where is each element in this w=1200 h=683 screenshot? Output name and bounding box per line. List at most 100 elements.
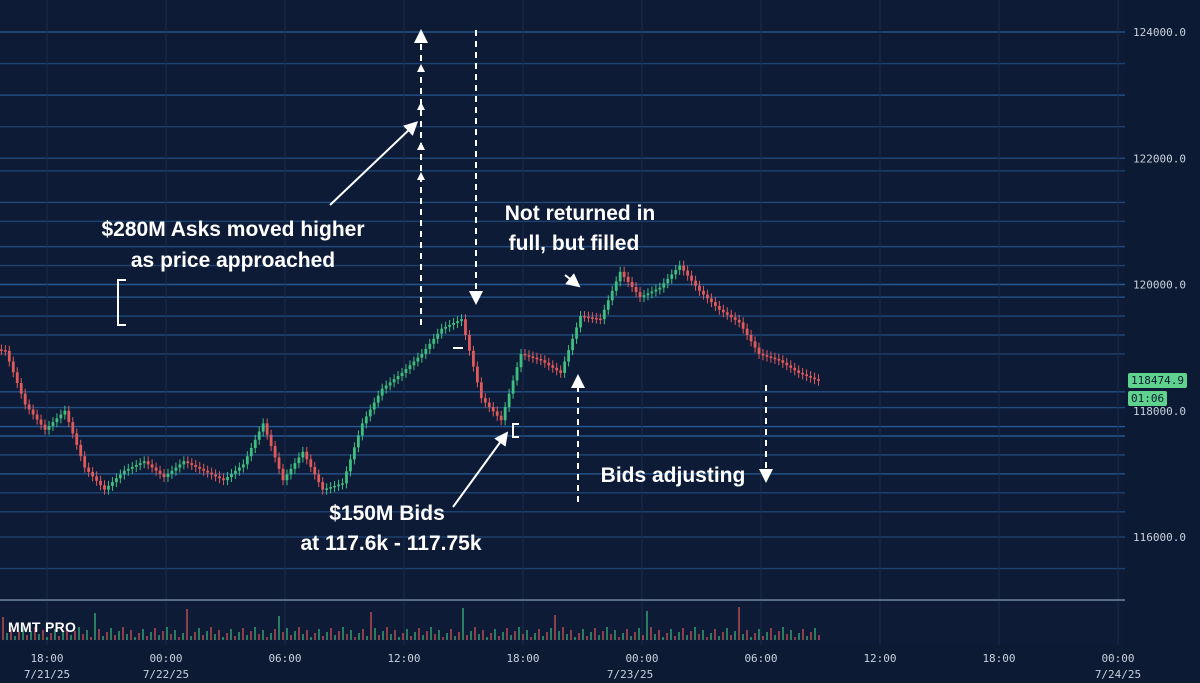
volume-bar-40 bbox=[162, 631, 164, 640]
candle-body-15-3 bbox=[277, 457, 281, 469]
candle-body-13-0 bbox=[226, 477, 229, 481]
candle-body-4-0 bbox=[47, 425, 51, 430]
candle-body-25-4 bbox=[479, 382, 483, 399]
volume-bar-78 bbox=[314, 633, 316, 640]
volume-bar-6 bbox=[26, 635, 28, 640]
volume-bar-29 bbox=[118, 631, 120, 640]
not-returned-pointer bbox=[564, 273, 581, 288]
time-tick-8: 18:00 bbox=[982, 652, 1015, 665]
volume-bar-184 bbox=[738, 607, 740, 640]
candle-body-28-0 bbox=[523, 353, 527, 356]
volume-bar-162 bbox=[650, 627, 652, 640]
candle-body-3-3 bbox=[39, 419, 43, 425]
candle-body-32-1 bbox=[606, 300, 610, 310]
volume-bar-131 bbox=[526, 630, 528, 640]
volume-bar-110 bbox=[442, 637, 444, 640]
candle-body-11-1 bbox=[190, 463, 194, 466]
candle-body-19-4 bbox=[360, 423, 364, 436]
volume-bar-151 bbox=[606, 627, 608, 640]
plot-area bbox=[0, 0, 1125, 645]
candle-body-36-2 bbox=[690, 275, 693, 281]
volume-bar-157 bbox=[630, 636, 632, 640]
candle-body-4-1 bbox=[51, 422, 55, 426]
candle-body-14-2 bbox=[253, 439, 257, 448]
volume-bar-96 bbox=[386, 627, 388, 640]
candle-body-13-1 bbox=[230, 473, 233, 478]
candle-body-31-0 bbox=[583, 316, 586, 318]
volume-bar-35 bbox=[142, 629, 144, 640]
candle-body-32-3 bbox=[614, 281, 618, 291]
candle-body-28-3 bbox=[535, 357, 539, 360]
candle-body-36-4 bbox=[698, 285, 701, 291]
volume-bar-95 bbox=[382, 631, 384, 640]
candle-body-7-2 bbox=[115, 478, 118, 483]
volume-bar-148 bbox=[594, 628, 596, 640]
volume-bar-134 bbox=[538, 629, 540, 640]
candle-body-21-1 bbox=[388, 382, 392, 386]
volume-bar-192 bbox=[770, 628, 772, 640]
volume-bar-123 bbox=[494, 629, 496, 640]
candle-body-36-3 bbox=[694, 280, 697, 286]
volume-bar-188 bbox=[754, 633, 756, 640]
candle-body-3-0 bbox=[27, 404, 31, 410]
candle-body-35-4 bbox=[678, 265, 682, 270]
candle-body-26-3 bbox=[495, 411, 499, 416]
candle-body-16-0 bbox=[285, 474, 289, 481]
candle-body-8-1 bbox=[130, 466, 134, 469]
candle-body-29-4 bbox=[559, 370, 563, 373]
volume-bar-70 bbox=[282, 632, 284, 640]
volume-bar-139 bbox=[558, 631, 560, 640]
candle-body-31-3 bbox=[594, 317, 598, 320]
candle-body-33-4 bbox=[638, 292, 642, 298]
candle-body-22-4 bbox=[420, 353, 424, 358]
volume-bar-26 bbox=[106, 632, 108, 640]
candle-body-35-3 bbox=[674, 269, 678, 275]
volume-bar-54 bbox=[218, 630, 220, 640]
volume-bar-91 bbox=[366, 636, 368, 640]
volume-bar-13 bbox=[54, 629, 56, 640]
candle-body-14-4 bbox=[261, 423, 265, 432]
volume-bar-180 bbox=[722, 632, 724, 640]
volume-bar-155 bbox=[622, 633, 624, 640]
candle-body-23-1 bbox=[428, 343, 432, 349]
candle-body-5-2 bbox=[75, 433, 79, 445]
volume-bar-179 bbox=[718, 636, 720, 640]
volume-bar-186 bbox=[746, 630, 748, 640]
volume-bar-44 bbox=[178, 637, 180, 640]
volume-bar-199 bbox=[798, 633, 800, 640]
candle-body-26-0 bbox=[483, 398, 487, 403]
volume-bar-100 bbox=[402, 633, 404, 640]
volume-bar-122 bbox=[490, 633, 492, 640]
candle-body-7-4 bbox=[122, 470, 126, 475]
candle-body-35-0 bbox=[662, 283, 666, 288]
candle-body-32-2 bbox=[610, 290, 614, 301]
candle-body-22-2 bbox=[412, 361, 416, 366]
candle-body-6-4 bbox=[103, 485, 106, 490]
volume-bar-143 bbox=[574, 637, 576, 640]
candle-body-31-2 bbox=[591, 317, 594, 319]
volume-bar-128 bbox=[514, 631, 516, 640]
candle-body-35-1 bbox=[666, 278, 670, 284]
volume-bar-152 bbox=[610, 634, 612, 640]
candle-body-10-1 bbox=[170, 470, 174, 474]
candle-body-11-2 bbox=[194, 465, 198, 467]
candle-body-30-0 bbox=[563, 361, 567, 373]
volume-bar-121 bbox=[486, 637, 488, 640]
candle-body-18-3 bbox=[337, 484, 340, 487]
candle-body-34-3 bbox=[654, 289, 658, 292]
volume-bar-14 bbox=[58, 636, 60, 640]
volume-bar-163 bbox=[654, 634, 656, 640]
candle-body-6-3 bbox=[99, 480, 102, 486]
volume-bar-117 bbox=[470, 631, 472, 640]
candle-body-33-3 bbox=[634, 287, 638, 293]
volume-bar-193 bbox=[774, 635, 776, 640]
candle-body-33-1 bbox=[626, 276, 630, 282]
annotation-not-returned-line1: Not returned in bbox=[505, 202, 656, 225]
candle-body-28-4 bbox=[539, 358, 543, 361]
volume-bar-169 bbox=[678, 632, 680, 640]
volume-bar-8 bbox=[34, 627, 36, 640]
candle-body-18-1 bbox=[329, 487, 333, 489]
candle-body-41-3 bbox=[793, 367, 797, 371]
volume-bar-197 bbox=[790, 630, 792, 640]
volume-bar-166 bbox=[666, 633, 668, 640]
